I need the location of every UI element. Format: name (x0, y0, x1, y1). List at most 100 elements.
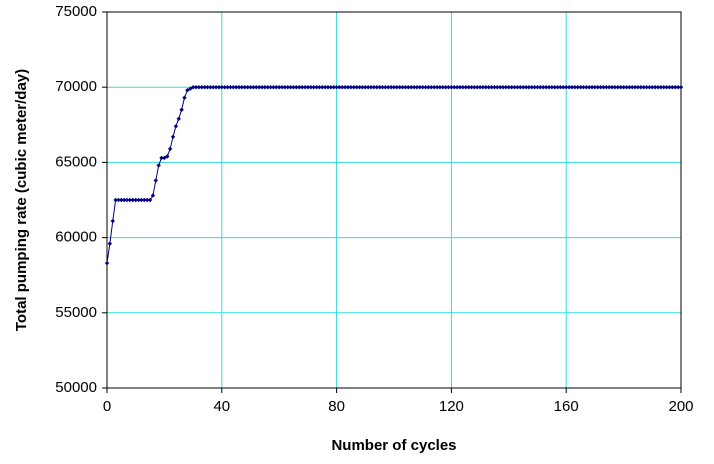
data-point (431, 85, 437, 90)
data-point (302, 85, 308, 90)
plot-frame (106, 11, 682, 389)
data-point (454, 85, 460, 90)
data-point (354, 85, 359, 90)
data-point (495, 85, 500, 90)
data-point (322, 85, 328, 90)
data-point (575, 85, 580, 90)
data-point (142, 197, 147, 203)
data-point (638, 85, 644, 90)
data-point (612, 85, 618, 90)
data-point (360, 85, 365, 90)
data-point (566, 85, 572, 90)
data-point (133, 197, 138, 203)
data-point (193, 85, 199, 90)
data-point (449, 85, 454, 90)
data-point (363, 85, 368, 90)
data-point (520, 85, 526, 90)
data-point (348, 85, 354, 90)
data-point (670, 85, 675, 90)
data-point (440, 85, 445, 90)
x-tick-label: 120 (439, 398, 464, 415)
data-point (406, 85, 411, 90)
data-point (678, 85, 684, 90)
data-point (383, 85, 388, 90)
data-point (506, 85, 511, 90)
data-point (466, 85, 471, 90)
data-point (420, 85, 425, 90)
data-point (196, 85, 202, 90)
data-point (518, 85, 523, 90)
data-point (176, 116, 181, 121)
data-point (205, 85, 210, 90)
data-point (388, 85, 394, 90)
data-point (549, 85, 555, 90)
data-point (601, 85, 606, 90)
data-point (661, 85, 666, 90)
data-point (320, 85, 325, 90)
data-point (635, 85, 641, 90)
data-point (655, 85, 661, 90)
data-point (208, 85, 213, 90)
data-point (210, 85, 216, 90)
x-axis-title: Number of cycles (331, 437, 456, 454)
data-point (368, 85, 374, 90)
data-point (144, 197, 150, 203)
data-point (532, 85, 537, 90)
data-point (239, 85, 245, 90)
data-point (262, 85, 268, 90)
data-point (231, 85, 236, 90)
data-point (170, 134, 176, 140)
data-point (667, 85, 672, 90)
data-point (604, 85, 609, 90)
data-point (492, 85, 497, 90)
data-point (202, 85, 207, 90)
data-point (305, 85, 311, 90)
x-tick-label: 0 (103, 398, 111, 415)
data-point (365, 85, 371, 90)
data-point (475, 85, 480, 90)
data-point (592, 85, 598, 90)
data-point (394, 85, 400, 90)
data-point (644, 85, 649, 90)
data-point (673, 85, 678, 90)
data-point (116, 197, 121, 203)
data-point (122, 197, 127, 203)
data-point (242, 85, 247, 90)
data-point (584, 85, 589, 90)
data-point (228, 85, 233, 90)
data-point (503, 85, 509, 90)
data-point (569, 85, 575, 90)
data-point (251, 85, 256, 90)
data-point (541, 85, 546, 90)
data-point (589, 85, 595, 90)
x-tick-label: 40 (213, 398, 230, 415)
data-point (314, 85, 319, 90)
data-point (213, 85, 219, 90)
data-point (535, 85, 540, 90)
data-point (615, 85, 621, 90)
data-point (489, 85, 494, 90)
data-point (254, 85, 259, 90)
data-point (586, 85, 592, 90)
data-point (497, 85, 503, 90)
data-point (529, 85, 534, 90)
data-point (632, 85, 638, 90)
data-point (443, 85, 448, 90)
data-point (179, 107, 184, 112)
data-point (248, 85, 253, 90)
data-point (561, 85, 566, 90)
data-point (236, 85, 242, 90)
data-line (106, 86, 681, 264)
data-point (288, 85, 293, 90)
data-point (311, 85, 316, 90)
data-point (139, 197, 144, 203)
data-point (572, 85, 578, 90)
data-point (607, 85, 612, 90)
data-point (104, 260, 110, 266)
data-point (167, 146, 173, 152)
data-point (268, 85, 273, 90)
data-point (173, 124, 179, 129)
data-point (130, 197, 136, 203)
data-point (216, 85, 222, 90)
